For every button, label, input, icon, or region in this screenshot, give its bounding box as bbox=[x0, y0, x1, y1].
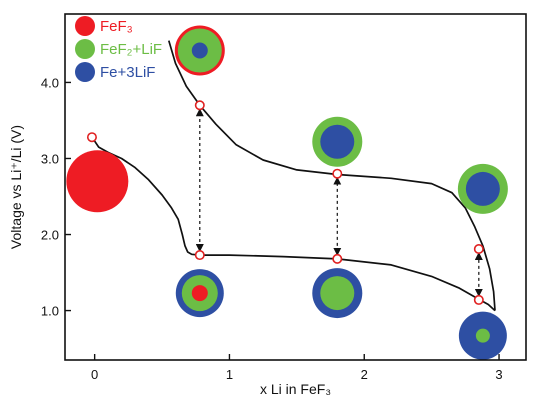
particle-icon bbox=[312, 268, 363, 319]
legend-swatch bbox=[75, 62, 95, 82]
y-tick-label: 3.0 bbox=[41, 151, 59, 166]
y-tick-label: 2.0 bbox=[41, 228, 59, 243]
x-axis: 0 1 2 3 bbox=[91, 354, 503, 382]
particle-layer-fef3 bbox=[66, 150, 129, 213]
data-point-marker bbox=[473, 243, 484, 254]
y-axis: 1.0 2.0 3.0 4.0 bbox=[41, 75, 71, 319]
particle-icon bbox=[175, 269, 224, 318]
legend: FeF₃ FeF₂+LiF Fe+3LiF bbox=[75, 16, 162, 82]
y-axis-label: Voltage vs Li⁺/Li (V) bbox=[8, 125, 24, 249]
plot-content bbox=[66, 25, 508, 360]
data-point-marker bbox=[332, 253, 343, 264]
particle-layer-fef2_lif bbox=[320, 276, 355, 311]
particle-layer-fe_3lif bbox=[191, 42, 208, 59]
legend-swatch bbox=[75, 16, 95, 36]
x-tick-label: 2 bbox=[361, 367, 368, 382]
y-tick-label: 4.0 bbox=[41, 75, 59, 90]
x-axis-label: x Li in FeF₃ bbox=[260, 381, 331, 397]
particle-layer-fe_3lif bbox=[320, 124, 355, 159]
y-tick-label: 1.0 bbox=[41, 304, 59, 319]
data-point-marker bbox=[194, 100, 205, 111]
discharge-curve bbox=[91, 136, 496, 312]
data-point-marker bbox=[332, 168, 343, 179]
particle-layer-fef3 bbox=[191, 285, 208, 302]
data-point-marker bbox=[473, 294, 484, 305]
data-point-marker bbox=[194, 250, 205, 261]
particle-icon bbox=[312, 116, 363, 167]
particle-layer-fe_3lif bbox=[465, 171, 500, 206]
particle-layer-fef2_lif bbox=[475, 328, 490, 343]
plot-frame bbox=[64, 13, 527, 361]
particle-icon bbox=[174, 25, 225, 76]
legend-swatch bbox=[75, 39, 95, 59]
x-tick-label: 1 bbox=[226, 367, 233, 382]
x-tick-label: 0 bbox=[91, 367, 98, 382]
x-tick-label: 3 bbox=[495, 367, 502, 382]
data-point-marker bbox=[86, 132, 97, 143]
particle-icon bbox=[458, 311, 507, 360]
legend-label: Fe+3LiF bbox=[100, 64, 155, 81]
particle-icon bbox=[66, 150, 129, 213]
particle-icon bbox=[457, 163, 508, 214]
legend-label: FeF₂+LiF bbox=[100, 41, 162, 58]
legend-label: FeF₃ bbox=[100, 18, 133, 35]
